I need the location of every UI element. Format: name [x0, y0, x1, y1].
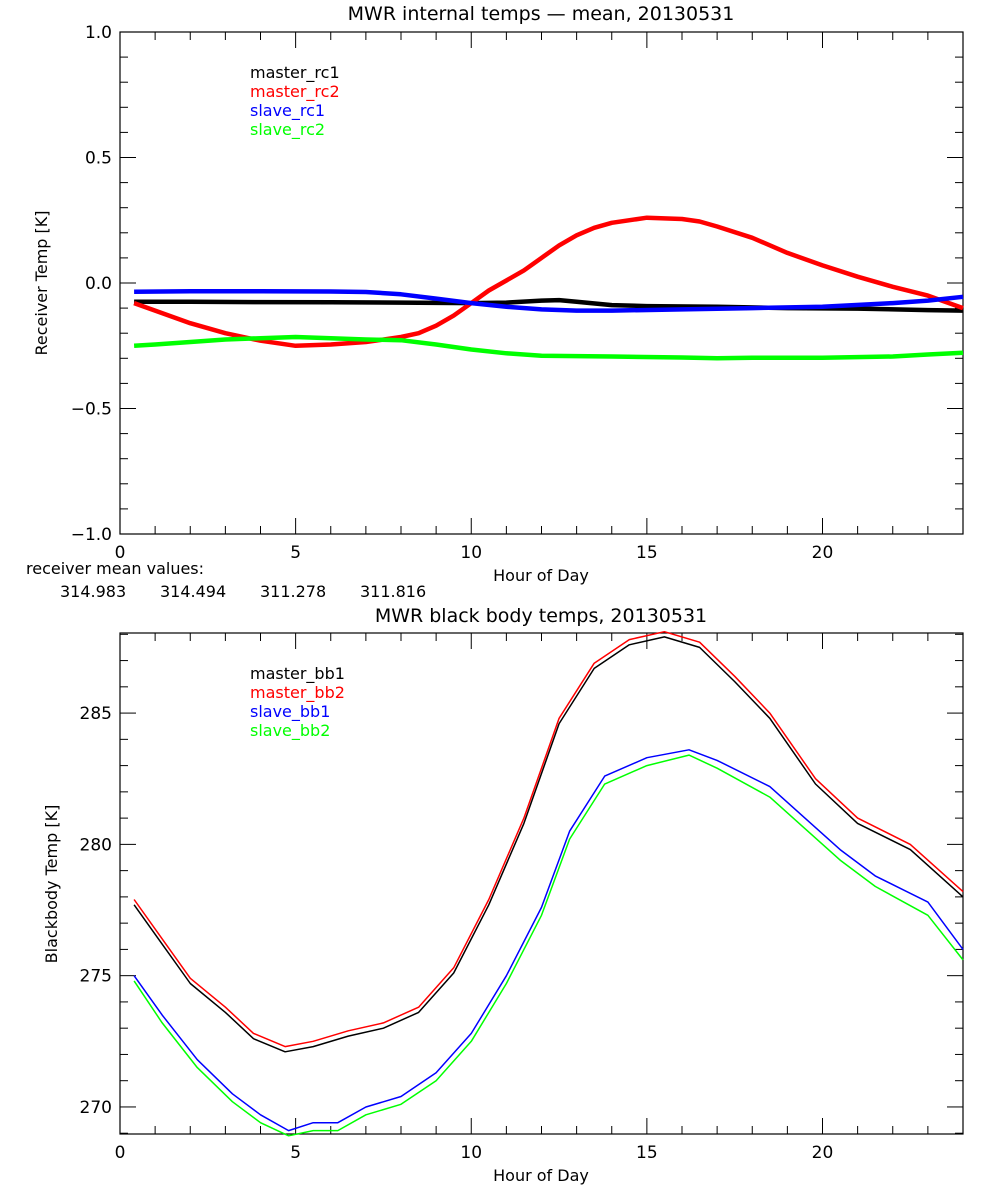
- receiver-mean-value: 311.816: [360, 582, 426, 601]
- y-tick-label: 275: [80, 967, 112, 987]
- x-tick-label: 0: [115, 1143, 126, 1163]
- panel-blackbody-temps: MWR black body temps, 20130531 0 5 10 15 20 …: [42, 605, 964, 1185]
- x-tick-label: 15: [636, 1143, 658, 1163]
- plot-frame: [119, 632, 964, 1135]
- axis-ticks: [119, 31, 964, 535]
- y-tick-labels: 270 275 280 285: [80, 704, 112, 1118]
- legend-entry-slave-bb1: slave_bb1: [250, 702, 330, 722]
- legend-entry-slave-bb2: slave_bb2: [250, 721, 330, 741]
- chart-title: MWR black body temps, 20130531: [375, 605, 707, 627]
- series-line-slave-rc1: [134, 289, 964, 313]
- x-tick-label: 15: [636, 543, 658, 563]
- series-line-master-bb1: [133, 636, 964, 1053]
- receiver-mean-value: 314.494: [160, 582, 226, 601]
- y-axis-label: Blackbody Temp [K]: [42, 805, 61, 964]
- y-tick-label: 0.0: [85, 274, 112, 294]
- y-tick-label: 280: [80, 835, 112, 855]
- y-tick-label: 0.5: [85, 149, 112, 169]
- receiver-mean-value: 314.983: [60, 582, 126, 601]
- legend-entry-slave-rc1: slave_rc1: [250, 101, 325, 121]
- legend-entry-master-rc2: master_rc2: [250, 82, 340, 102]
- y-tick-label: 1.0: [85, 23, 112, 43]
- x-axis-label: Hour of Day: [493, 566, 589, 585]
- x-tick-label: 10: [460, 1143, 482, 1163]
- x-tick-label: 10: [460, 543, 482, 563]
- series-lines: [133, 215, 964, 361]
- x-tick-label: 5: [290, 543, 301, 563]
- axis-ticks: [119, 633, 964, 1134]
- series-line-slave-rc2: [133, 334, 964, 361]
- legend-entry-master-bb1: master_bb1: [250, 664, 345, 684]
- panel-internal-temps: MWR internal temps — mean, 20130531 0 5 10…: [26, 3, 964, 601]
- x-tick-labels: 0 5 10 15 20: [115, 1143, 834, 1163]
- chart-title: MWR internal temps — mean, 20130531: [348, 3, 735, 25]
- receiver-mean-label: receiver mean values:: [26, 559, 204, 578]
- series-line-slave-bb2: [133, 754, 964, 1137]
- y-tick-labels: −1.0 −0.5 0.0 0.5 1.0: [71, 23, 112, 545]
- y-tick-label: 285: [80, 704, 112, 724]
- series-line-master-bb2: [133, 630, 964, 1048]
- legend-entry-slave-rc2: slave_rc2: [250, 120, 325, 140]
- y-tick-label: −1.0: [71, 525, 112, 545]
- x-tick-label: 20: [812, 1143, 834, 1163]
- x-tick-label: 0: [115, 543, 126, 563]
- receiver-mean-value: 311.278: [260, 582, 326, 601]
- plot-frame: [119, 31, 964, 535]
- y-tick-label: 270: [80, 1098, 112, 1118]
- receiver-mean-values: 314.983 314.494 311.278 311.816: [60, 582, 426, 601]
- series-lines: [133, 630, 964, 1137]
- x-axis-label: Hour of Day: [493, 1166, 589, 1185]
- x-tick-label: 20: [812, 543, 834, 563]
- x-tick-labels: 0 5 10 15 20: [115, 543, 834, 563]
- x-tick-label: 5: [290, 1143, 301, 1163]
- legend-entry-master-rc1: master_rc1: [250, 63, 340, 83]
- series-line-slave-bb1: [133, 749, 964, 1132]
- legend-entry-master-bb2: master_bb2: [250, 683, 345, 703]
- y-axis-label: Receiver Temp [K]: [32, 210, 51, 355]
- y-tick-label: −0.5: [71, 400, 112, 420]
- series-line-master-rc2: [133, 215, 964, 349]
